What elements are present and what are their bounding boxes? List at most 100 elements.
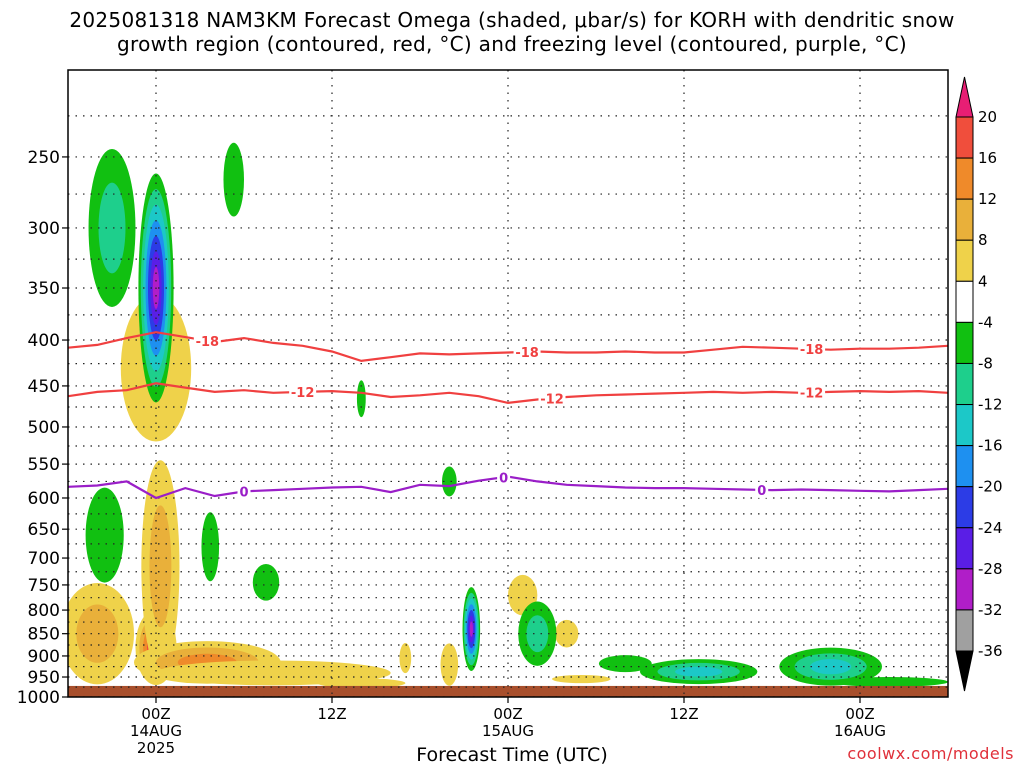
omega-shade-18-6 [469, 621, 473, 637]
omega-shade-9-0 [440, 643, 459, 686]
y-tick-label: 800 [28, 601, 60, 621]
x-tick-label: 16AUG [834, 722, 886, 740]
colorbar-bottom-arrow [955, 650, 974, 692]
contour-label-bg [513, 343, 541, 360]
colorbar-label: 20 [978, 108, 997, 126]
y-tick-label: 650 [28, 520, 60, 540]
colorbar-box [955, 609, 974, 652]
omega-shade-21-0 [356, 380, 366, 418]
contour-label: -18 [515, 346, 539, 361]
contour-label: -12 [291, 386, 315, 401]
x-tick-label: 00Z [493, 705, 522, 723]
colorbar-box [955, 362, 974, 406]
y-tick-label: 1000 [17, 688, 60, 708]
omega-shade-17-0 [252, 564, 280, 601]
surface-ground [68, 685, 948, 697]
omega-shade-4-1 [76, 604, 119, 663]
contour-label-bg [289, 383, 317, 400]
y-tick-label: 900 [28, 647, 60, 667]
y-tick-label: 700 [28, 549, 60, 569]
x-tick-label: 2025 [137, 739, 175, 757]
omega-shade-24-0 [830, 677, 948, 687]
contour-label: 0 [499, 471, 508, 486]
x-tick-label: 12Z [317, 705, 346, 723]
omega-shade-6-0 [317, 678, 406, 688]
omega-shade-20-0 [442, 466, 457, 497]
y-tick-label: 600 [28, 489, 60, 509]
contour-label: -18 [800, 343, 824, 358]
y-tick-label: 550 [28, 455, 60, 475]
y-tick-label: 350 [28, 279, 60, 299]
omega-shade-19-1 [526, 615, 549, 653]
contour-label: 0 [757, 484, 766, 499]
contour-label: -12 [800, 386, 824, 401]
x-tick-label: 00Z [141, 705, 170, 723]
contour-label-bg [798, 341, 826, 358]
y-tick-label: 500 [28, 418, 60, 438]
omega-shade-16-0 [201, 512, 220, 582]
omega-shade-1-1 [149, 505, 172, 628]
x-axis-title: Forecast Time (UTC) [416, 744, 608, 766]
omega-shade-22-2 [675, 666, 723, 677]
colorbar-top-arrow [955, 76, 974, 118]
y-tick-label: 950 [28, 668, 60, 688]
colorbar-label: 8 [978, 231, 988, 249]
plot-area [68, 70, 948, 697]
colorbar-label: -12 [978, 396, 1003, 414]
colorbar-label: -28 [978, 560, 1003, 578]
y-tick-label: 850 [28, 625, 60, 645]
colorbar-box [955, 280, 974, 323]
colorbar-box [955, 116, 974, 159]
colorbar-box [955, 239, 974, 282]
contour-label-bg [497, 469, 511, 486]
colorbar-box [955, 404, 974, 447]
y-tick-label: 250 [28, 148, 60, 168]
contour-label: -18 [196, 335, 220, 350]
contour-label-bg [755, 481, 769, 498]
chart-title-line-2: growth region (contoured, red, °C) and f… [117, 32, 907, 56]
omega-shade-7-0 [552, 674, 611, 684]
x-tick-label: 15AUG [482, 722, 534, 740]
y-tick-label: 750 [28, 576, 60, 596]
y-tick-label: 450 [28, 377, 60, 397]
colorbar-label: -4 [978, 313, 993, 331]
omega-shade-25-0 [598, 655, 652, 673]
contour-label: -12 [540, 392, 564, 407]
colorbar-box [955, 198, 974, 241]
omega-shade-3-0 [156, 660, 391, 686]
colorbar-box [955, 527, 974, 570]
y-tick-label: 400 [28, 331, 60, 351]
omega-shade-23-2 [809, 658, 852, 675]
colorbar-label: 4 [978, 272, 988, 290]
omega-shade-14-0 [223, 142, 244, 217]
colorbar-box [955, 445, 974, 488]
colorbar-label: 16 [978, 149, 997, 167]
contour-label-bg [193, 332, 221, 349]
colorbar-label: -16 [978, 437, 1003, 455]
x-tick-label: 00Z [845, 705, 874, 723]
chart-title-line-1: 2025081318 NAM3KM Forecast Omega (shaded… [69, 8, 955, 32]
colorbar-box [955, 568, 974, 611]
x-tick-label: 12Z [669, 705, 698, 723]
colorbar-box [955, 321, 974, 364]
contour-label-bg [237, 483, 251, 500]
contour-label: 0 [239, 485, 248, 500]
colorbar-box [955, 486, 974, 529]
omega-shade-15-0 [85, 487, 124, 583]
contour-label-bg [798, 384, 826, 401]
colorbar-label: -24 [978, 519, 1003, 537]
watermark-link[interactable]: coolwx.com/models [847, 744, 1014, 763]
omega-shade-13-1 [98, 182, 126, 274]
colorbar-label: -8 [978, 354, 993, 372]
omega-shade-11-0 [554, 619, 579, 648]
colorbar-label: 12 [978, 190, 997, 208]
omega-shade-10-0 [399, 643, 412, 674]
colorbar-box [955, 157, 974, 200]
contour-label-bg [538, 390, 566, 407]
colorbar-label: -20 [978, 478, 1003, 496]
colorbar-label: -32 [978, 601, 1003, 619]
colorbar-label: -36 [978, 642, 1003, 660]
x-tick-label: 14AUG [130, 722, 182, 740]
y-tick-label: 300 [28, 219, 60, 239]
